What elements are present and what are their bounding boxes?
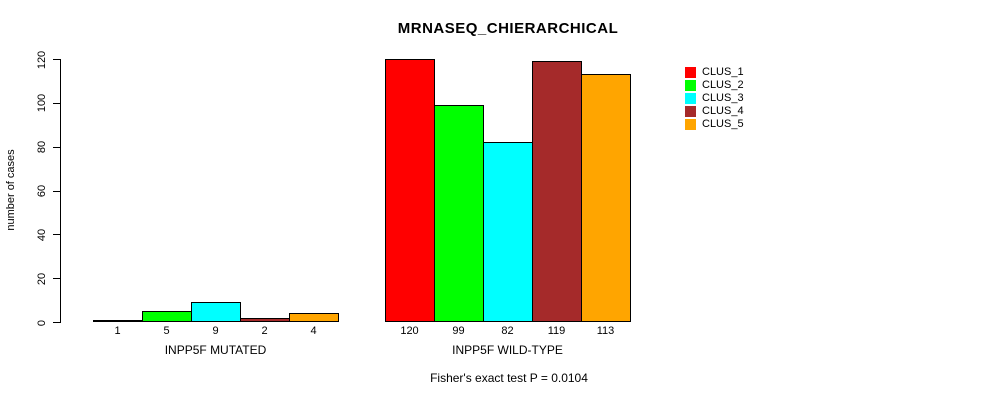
legend-swatch-clus_5 [685, 119, 696, 130]
y-tick-label: 0 [36, 319, 48, 326]
bar-value-label: 9 [212, 325, 219, 337]
legend-label: CLUS_1 [702, 66, 744, 78]
bar-clus_2-wildtype [434, 105, 484, 322]
y-tick-label: 100 [36, 94, 48, 113]
y-tick-mark [53, 278, 60, 280]
y-axis-line [60, 59, 61, 323]
group-label: INPP5F WILD-TYPE [452, 343, 563, 357]
bar-value-label: 113 [596, 325, 615, 337]
bar-clus_1-mutated [93, 319, 143, 322]
bar-clus_3-mutated [191, 302, 241, 322]
chart-title: MRNASEQ_CHIERARCHICAL [397, 20, 619, 37]
legend-label: CLUS_2 [702, 79, 744, 91]
y-tick-mark [53, 59, 60, 60]
bar-value-label: 5 [163, 325, 170, 337]
bar-clus_5-wildtype [581, 74, 631, 322]
bar-clus_4-wildtype [532, 61, 582, 322]
group-label: INPP5F MUTATED [164, 343, 267, 357]
y-tick-label: 120 [36, 50, 48, 69]
y-tick-label: 80 [36, 141, 48, 154]
legend-label: CLUS_3 [702, 92, 744, 104]
legend-item-clus_5: CLUS_5 [685, 118, 744, 131]
bar-clus_4-mutated [240, 317, 290, 322]
y-tick-mark [53, 234, 60, 236]
fishers-test-annotation: Fisher's exact test P = 0.0104 [430, 371, 588, 385]
bar-value-label: 119 [547, 325, 566, 337]
y-tick-mark [53, 190, 60, 192]
bar-value-label: 82 [501, 325, 514, 337]
bar-value-label: 1 [114, 325, 121, 337]
bar-clus_3-wildtype [483, 142, 533, 322]
bar-value-label: 99 [452, 325, 465, 337]
y-tick-mark [53, 102, 60, 104]
bar-value-label: 4 [310, 325, 317, 337]
legend-label: CLUS_5 [702, 118, 744, 130]
y-tick-mark [53, 146, 60, 148]
legend: CLUS_1 CLUS_2 CLUS_3 CLUS_4 CLUS_5 [685, 66, 744, 131]
bar-value-label: 120 [400, 325, 419, 337]
legend-swatch-clus_1 [685, 67, 696, 78]
legend-item-clus_1: CLUS_1 [685, 66, 744, 79]
y-tick-label: 40 [36, 228, 48, 241]
bar-value-label: 2 [261, 325, 268, 337]
y-tick-mark [53, 322, 60, 323]
bar-clus_1-wildtype [385, 59, 435, 322]
legend-item-clus_3: CLUS_3 [685, 92, 744, 105]
legend-swatch-clus_4 [685, 106, 696, 117]
legend-swatch-clus_2 [685, 80, 696, 91]
y-tick-label: 20 [36, 272, 48, 285]
bar-clus_5-mutated [289, 313, 339, 322]
legend-swatch-clus_3 [685, 93, 696, 104]
y-tick-label: 60 [36, 184, 48, 198]
legend-item-clus_2: CLUS_2 [685, 79, 744, 92]
legend-label: CLUS_4 [702, 105, 744, 117]
legend-item-clus_4: CLUS_4 [685, 105, 744, 118]
bar-clus_2-mutated [142, 311, 192, 322]
